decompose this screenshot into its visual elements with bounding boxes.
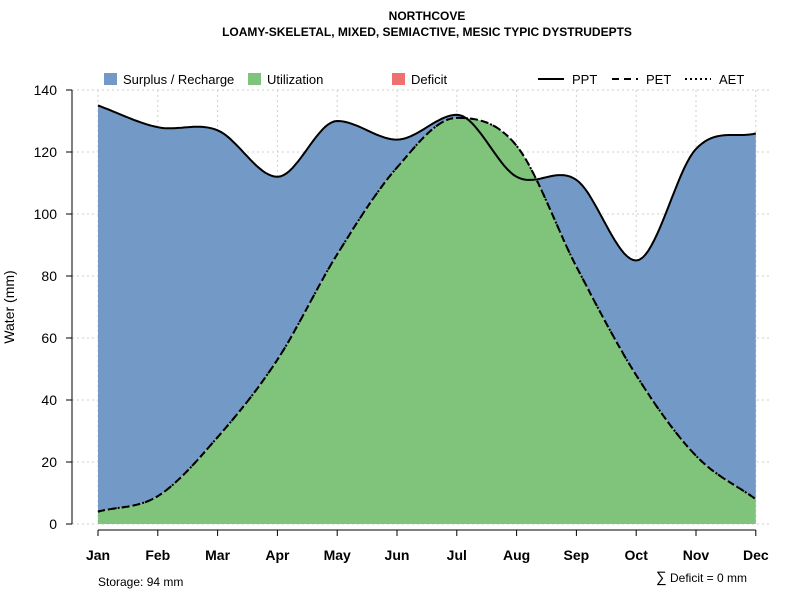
legend-label: Deficit <box>411 72 448 87</box>
y-axis-label: Water (mm) <box>1 270 17 343</box>
y-tick-label: 0 <box>49 516 57 532</box>
x-tick-label: Oct <box>625 547 649 563</box>
x-tick-label: Dec <box>743 547 769 563</box>
utilization-area <box>98 117 756 525</box>
y-tick-label: 100 <box>34 206 58 222</box>
x-tick-label: Apr <box>265 547 290 563</box>
legend-label: AET <box>719 72 744 87</box>
axis-layer: 0 20 40 60 80 100 120 140 Jan Feb Mar Apr May Jun Jul A… <box>34 82 769 563</box>
deficit-annotation: Deficit = 0 mm <box>670 571 747 585</box>
surplus-area <box>98 105 756 512</box>
aet-line <box>97 116 757 513</box>
legend-label: Surplus / Recharge <box>123 72 234 87</box>
chart-title: NORTHCOVE <box>389 9 466 23</box>
legend-swatch <box>392 73 405 85</box>
legend-label: PPT <box>572 72 597 87</box>
y-tick-label: 60 <box>41 330 57 346</box>
x-tick-label: Sep <box>564 547 590 563</box>
legend: Surplus / Recharge Utilization Deficit PPT P… <box>104 72 744 87</box>
y-tick-label: 40 <box>41 392 57 408</box>
x-tick-label: Jan <box>86 547 110 563</box>
chart-subtitle: LOAMY-SKELETAL, MIXED, SEMIACTIVE, MESIC… <box>222 25 632 39</box>
x-tick-label: Aug <box>503 547 530 563</box>
line-layer <box>97 104 757 513</box>
y-tick-label: 80 <box>41 268 57 284</box>
legend-label: Utilization <box>267 72 323 87</box>
legend-swatch <box>248 73 261 85</box>
storage-annotation: Storage: 94 mm <box>98 575 183 589</box>
x-tick-label: Mar <box>205 547 230 563</box>
x-tick-label: Jul <box>447 547 467 563</box>
sum-symbol: ∑ <box>656 569 667 586</box>
x-tick-label: Feb <box>145 547 170 563</box>
x-tick-label: May <box>324 547 351 563</box>
y-tick-label: 120 <box>34 144 58 160</box>
x-tick-label: Jun <box>385 547 410 563</box>
y-tick-label: 20 <box>41 454 57 470</box>
y-tick-label: 140 <box>34 82 58 98</box>
x-tick-label: Nov <box>683 547 710 563</box>
area-layer <box>98 105 756 525</box>
legend-label: PET <box>646 72 671 87</box>
ppt-line <box>97 104 757 262</box>
legend-swatch <box>104 73 117 85</box>
